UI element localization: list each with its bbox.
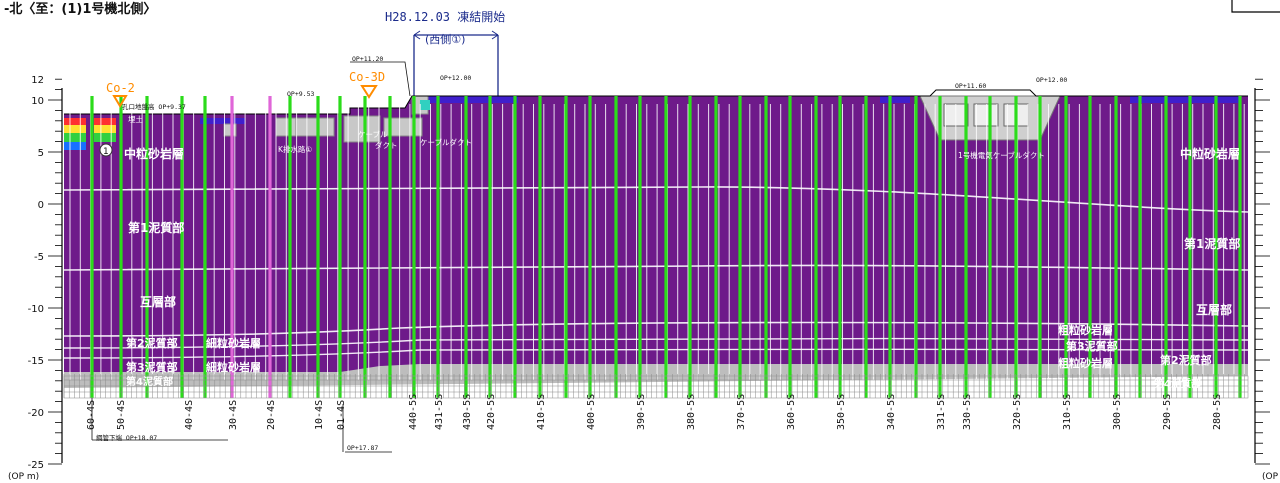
pipe-label: 50-4S <box>116 400 127 430</box>
pipe-label: 331-5S <box>936 394 947 430</box>
svg-text:第2泥質部: 第2泥質部 <box>126 336 178 350</box>
borehole-label: Co-2 <box>106 81 135 95</box>
svg-text:第4泥質部: 第4泥質部 <box>126 375 173 388</box>
right-elevation-axis <box>1254 78 1270 465</box>
freeze-bracket <box>413 34 499 96</box>
axis-tick-label: 0 <box>38 200 44 211</box>
svg-text:ダクト: ダクト <box>375 140 398 150</box>
pipe-label: 390-5S <box>636 394 647 430</box>
pipe-label: 310-5S <box>1062 394 1073 430</box>
svg-text:ケーブルダクト: ケーブルダクト <box>420 137 472 147</box>
freeze-side-label: (西側①) <box>425 33 465 46</box>
svg-text:第1泥質部: 第1泥質部 <box>128 220 184 235</box>
pipe-label: 10-4S <box>314 400 325 430</box>
svg-text:1: 1 <box>103 147 109 157</box>
section-title: -北〈至：(1)1号機北側〉 <box>4 1 156 17</box>
svg-text:細粒砂岩層: 細粒砂岩層 <box>206 360 261 374</box>
pipe-labels: 60-4S 50-4S 40-4S 30-4S 20-4S 10-4S 01-4S 440-5… <box>86 394 1223 430</box>
pipe-label: 320-5S <box>1012 394 1023 430</box>
freeze-pipes <box>90 96 1242 398</box>
borehole-label: Co-3D <box>349 70 385 84</box>
axis-tick-label: -15 <box>28 356 44 367</box>
svg-text:K排水路①: K排水路① <box>278 144 312 154</box>
pipe-label: 60-4S <box>86 400 97 430</box>
pipe-label: 01-4S <box>336 400 347 430</box>
ground-surface-line <box>64 89 1248 115</box>
pipe-label: 430-5S <box>462 394 473 430</box>
svg-text:中粒砂岩層: 中粒砂岩層 <box>124 146 184 161</box>
pipe-label: 440-5S <box>408 394 419 430</box>
axis-tick-label: 10 <box>31 96 44 107</box>
axis-unit-right: (OP <box>1262 472 1279 482</box>
marker-one <box>99 143 113 157</box>
svg-text:第4泥質部: 第4泥質部 <box>1154 377 1201 390</box>
pipe-label: 360-5S <box>786 394 797 430</box>
svg-text:埋土: 埋土 <box>128 114 143 124</box>
elevation-annotations: 孔口地盤高 OP+9.37 OP+9.53 OP+11.20 OP+12.00 … <box>96 55 1067 452</box>
svg-text:OP+11.60: OP+11.60 <box>955 82 986 90</box>
borehole-co3d: Co-3D <box>349 70 385 99</box>
structure-labels: K排水路① ケーブル ダクト ケーブルダクト 1号機電気ケーブルダクト 埋土 <box>128 114 1045 160</box>
axis-tick-label: -10 <box>28 304 44 315</box>
svg-text:OP+11.20: OP+11.20 <box>352 55 383 63</box>
pipe-label: 30-4S <box>228 400 239 430</box>
svg-text:第1泥質部: 第1泥質部 <box>1184 236 1240 251</box>
freeze-bracket-arrows <box>413 30 499 40</box>
pipe-label: 370-5S <box>736 394 747 430</box>
axis-tick-label: -5 <box>34 252 44 263</box>
svg-text:互層部: 互層部 <box>140 294 176 309</box>
axis-tick-label: -25 <box>28 460 44 471</box>
bottom-grid <box>63 374 1249 399</box>
axis-tick-label: 12 <box>31 75 44 86</box>
axis-tick-label: 5 <box>38 148 44 159</box>
pipe-label: 290-5S <box>1162 394 1173 430</box>
svg-text:第2泥質部: 第2泥質部 <box>1160 353 1212 367</box>
freeze-start-label: H28.12.03 凍結開始 <box>385 10 505 24</box>
svg-text:第3泥質部: 第3泥質部 <box>1066 339 1118 353</box>
svg-text:中粒砂岩層: 中粒砂岩層 <box>1180 146 1240 161</box>
pipe-label: 380-5S <box>686 394 697 430</box>
axis-tick-label: -20 <box>28 408 44 419</box>
frame-corner <box>1231 0 1280 13</box>
pipe-label: 330-5S <box>962 394 973 430</box>
pipe-label: 280-5S <box>1212 394 1223 430</box>
pipe-label: 340-5S <box>886 394 897 430</box>
svg-text:1号機電気ケーブルダクト: 1号機電気ケーブルダクト <box>958 150 1045 160</box>
pipe-label: 300-5S <box>1112 394 1123 430</box>
pipe-label: 431-5S <box>434 394 445 430</box>
right-layer-labels: 中粒砂岩層 第1泥質部 互層部 粗粒砂岩層 第3泥質部 粗粒砂岩層 第2泥質部 … <box>1058 146 1240 390</box>
pipe-label: 350-5S <box>836 394 847 430</box>
pipe-label: 420-5S <box>486 394 497 430</box>
svg-text:細粒砂岩層: 細粒砂岩層 <box>206 336 261 350</box>
svg-text:OP+12.00: OP+12.00 <box>440 74 471 82</box>
svg-text:第3泥質部: 第3泥質部 <box>126 360 178 374</box>
svg-text:粗粒砂岩層: 粗粒砂岩層 <box>1058 356 1113 370</box>
svg-text:OP+12.00: OP+12.00 <box>1036 76 1067 84</box>
svg-text:孔口地盤高 OP+9.37: 孔口地盤高 OP+9.37 <box>122 102 186 111</box>
left-layer-labels: 中粒砂岩層 第1泥質部 互層部 第2泥質部 細粒砂岩層 第3泥質部 細粒砂岩層 … <box>124 146 261 388</box>
borehole-co2: Co-2 <box>106 81 135 108</box>
svg-text:鋼管下端 OP+18.07: 鋼管下端 OP+18.07 <box>96 433 157 442</box>
svg-text:互層部: 互層部 <box>1196 302 1232 317</box>
axis-unit-left: (OP m) <box>8 472 39 482</box>
svg-text:OP+17.87: OP+17.87 <box>347 444 378 452</box>
pipe-label: 40-4S <box>184 400 195 430</box>
pipe-label: 410-5S <box>536 394 547 430</box>
pipe-label: 20-4S <box>266 400 277 430</box>
svg-text:粗粒砂岩層: 粗粒砂岩層 <box>1058 323 1113 337</box>
left-elevation-axis: 12 10 5 0 -5 -10 -15 -20 -25 <box>28 75 63 471</box>
svg-text:ケーブル: ケーブル <box>358 129 388 139</box>
svg-text:OP+9.53: OP+9.53 <box>287 90 314 98</box>
pipe-label: 400-5S <box>586 394 597 430</box>
